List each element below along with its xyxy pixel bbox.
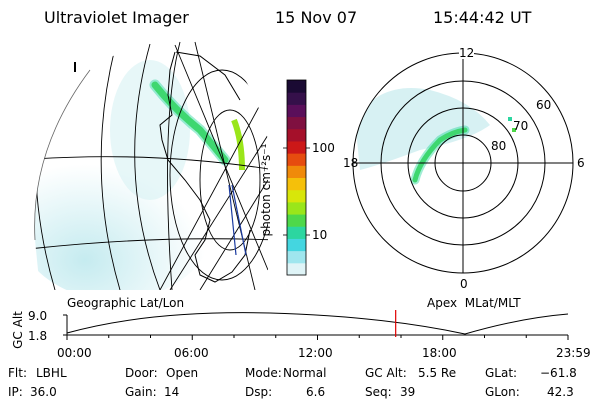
timeline-ymin: 1.8 [28, 329, 48, 343]
seq-value: 39 [400, 385, 416, 399]
gain-label: Gain: [125, 385, 157, 399]
colorbar-swatch [287, 201, 306, 215]
glat-value: −61.8 [540, 366, 577, 380]
filter-value: LBHL [36, 366, 67, 380]
geo-map-panel [34, 41, 268, 290]
altitude-curve [66, 312, 569, 335]
door-label: Door: [125, 366, 158, 380]
glat-label: GLat: [485, 366, 518, 380]
door-value: Open [166, 366, 199, 380]
colorbar-swatch [287, 165, 306, 178]
dsp-value: 6.6 [306, 385, 326, 399]
timeline-tick-0600: 06:00 [174, 346, 209, 360]
colorbar-swatch [287, 262, 306, 276]
colorbar-tick-100: 100 [312, 141, 335, 155]
colorbar-swatch [287, 80, 306, 93]
polar-plot [352, 52, 574, 274]
glon-value: 42.3 [547, 385, 574, 399]
timeline-tick-1800: 18:00 [422, 346, 457, 360]
gain-value: 14 [164, 385, 180, 399]
timeline-tick-1200: 12:00 [298, 346, 333, 360]
timeline-ylabel: GC Alt [11, 311, 25, 349]
geo-edge [34, 69, 91, 241]
colorbar-swatch [287, 104, 306, 118]
color-bar [283, 79, 310, 276]
polar-mlt-18: 18 [343, 156, 359, 170]
mode-label: Mode: [245, 366, 282, 380]
polar-mlt-12: 12 [459, 46, 475, 60]
polar-auroral-oval [412, 127, 468, 183]
glon-label: GLon: [485, 385, 520, 399]
polar-lat-70: 70 [513, 119, 529, 133]
polar-mlt-6: 6 [577, 156, 585, 170]
colorbar-swatch [287, 226, 306, 239]
observation-time: 15:44:42 UT [433, 8, 532, 27]
ip-label: IP: [8, 385, 23, 399]
instrument-title: Ultraviolet Imager [44, 8, 189, 27]
colorbar-swatch [287, 128, 306, 142]
gcalt-value: 5.5 Re [418, 366, 457, 380]
colorbar-swatch [287, 177, 306, 191]
gcalt-label: GC Alt: [365, 366, 407, 380]
timeline-tick-0000: 00:00 [57, 346, 92, 360]
colorbar-swatch [287, 214, 306, 227]
colorbar-unit-label: photon cm⁻²s⁻¹ [259, 143, 273, 237]
polar-lat-80: 80 [491, 139, 507, 153]
polar-lat-60: 60 [536, 98, 552, 112]
colorbar-swatch [287, 250, 306, 264]
observation-date: 15 Nov 07 [275, 8, 358, 27]
polar-mlt-0: 0 [460, 277, 468, 291]
seq-label: Seq: [365, 385, 392, 399]
timeline-ymax: 9.0 [28, 309, 48, 323]
ip-value: 36.0 [30, 385, 57, 399]
dsp-label: Dsp: [245, 385, 273, 399]
colorbar-swatch [287, 140, 306, 154]
colorbar-tick-10: 10 [312, 228, 328, 242]
mode-value: Normal [283, 366, 327, 380]
filter-label: Flt: [8, 366, 27, 380]
altitude-timeline [63, 310, 569, 340]
colorbar-swatch [287, 238, 306, 252]
colorbar-swatch [287, 153, 306, 166]
geo-emission-haze [34, 140, 215, 290]
colorbar-swatch [287, 116, 306, 130]
colorbar-swatch [287, 189, 306, 203]
geo-coastline [159, 51, 251, 283]
geo-auroral-arc [151, 81, 229, 164]
geo-map-caption: Geographic Lat/Lon [67, 296, 185, 310]
timeline-tick-2359: 23:59 [556, 346, 591, 360]
apex-map-caption: Apex MLat/MLT [427, 296, 521, 310]
colorbar-swatch [287, 92, 306, 105]
